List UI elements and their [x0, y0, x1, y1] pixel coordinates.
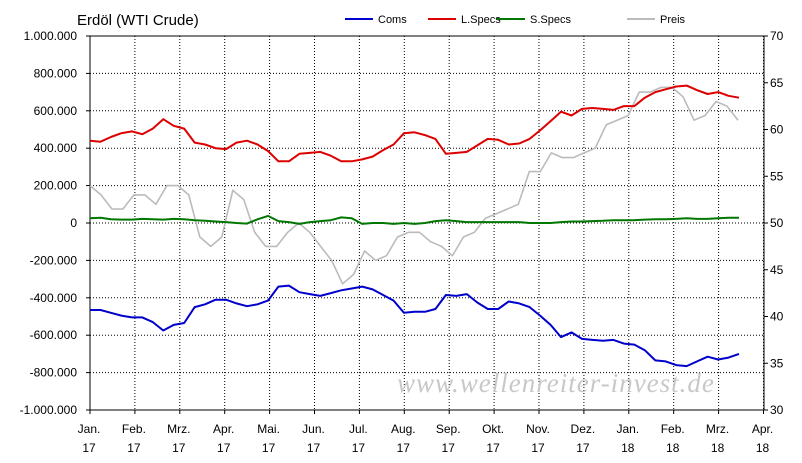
y-right-tick-label: 35 [770, 356, 784, 370]
y-left-tick-label: -600.000 [30, 328, 78, 342]
watermark: www.wellenreiter-invest.de [397, 368, 715, 398]
series-line-s-specs [89, 214, 739, 225]
y-left-tick-label: 1.000.000 [24, 29, 78, 43]
legend: Coms L.Specs S.Specs Preis [345, 14, 686, 26]
y-right-ticks: 70 65 60 55 50 45 40 35 30 [764, 29, 784, 417]
x-tick-year: 17 [82, 441, 96, 455]
x-tick-month: Sep. [436, 422, 461, 436]
y-right-tick-label: 30 [770, 403, 784, 417]
x-tick-month: Jan. [616, 422, 639, 436]
y-left-tick-label: -1.000.000 [20, 403, 78, 417]
x-tick-year: 17 [127, 441, 141, 455]
series-line-coms [90, 284, 740, 368]
series-line-l-specs [89, 84, 740, 163]
y-left-tick-label: 0 [70, 216, 77, 230]
y-left-tick-label: 800.000 [34, 66, 78, 80]
x-tick-year: 18 [756, 441, 770, 455]
x-tick-month: Jul. [349, 422, 368, 436]
y-left-tick-label: 600.000 [34, 104, 78, 118]
x-tick-year: 17 [307, 441, 321, 455]
x-tick-year: 18 [621, 441, 635, 455]
x-tick-month: Jan. [78, 422, 101, 436]
x-tick-year: 17 [486, 441, 500, 455]
series-lines [89, 84, 740, 368]
x-tick-month: Apr. [213, 422, 234, 436]
x-tick-month: Dez. [571, 422, 596, 436]
x-tick-month: Feb. [661, 422, 685, 436]
chart-title: Erdöl (WTI Crude) [77, 12, 199, 29]
x-tick-month: Nov. [526, 422, 550, 436]
y-left-tick-label: -800.000 [30, 366, 78, 380]
x-tick-year: 17 [262, 441, 276, 455]
legend-label: L.Specs [461, 14, 501, 26]
x-tick-month: Jun. [302, 422, 325, 436]
x-tick-year: 17 [576, 441, 590, 455]
x-tick-year: 18 [666, 441, 680, 455]
x-tick-year: 17 [217, 441, 231, 455]
y-right-tick-label: 40 [770, 310, 784, 324]
legend-label: S.Specs [530, 14, 571, 26]
x-tick-month: Okt. [482, 422, 504, 436]
x-tick-month: Mrz. [167, 422, 190, 436]
y-right-tick-label: 65 [770, 76, 784, 90]
series-line-preis [89, 86, 739, 285]
y-left-ticks: 1.000.000 800.000 600.000 400.000 200.000 0 -2… [20, 29, 90, 417]
y-left-tick-label: -400.000 [30, 291, 78, 305]
x-tick-year: 17 [172, 441, 186, 455]
x-tick-year: 17 [397, 441, 411, 455]
grid-lines [90, 36, 764, 410]
y-right-tick-label: 45 [770, 263, 784, 277]
x-tick-year: 17 [442, 441, 456, 455]
legend-label: Preis [660, 14, 686, 26]
y-right-tick-label: 50 [770, 216, 784, 230]
y-left-tick-label: 400.000 [34, 141, 78, 155]
x-tick-month: Mrz. [706, 422, 729, 436]
x-tick-year: 18 [711, 441, 725, 455]
y-left-tick-label: 200.000 [34, 179, 78, 193]
legend-label: Coms [378, 14, 407, 26]
x-tick-month: Feb. [122, 422, 146, 436]
y-right-tick-label: 60 [770, 123, 784, 137]
y-left-tick-label: -200.000 [30, 253, 78, 267]
x-tick-month: Apr. [752, 422, 773, 436]
x-tick-year: 17 [531, 441, 545, 455]
y-right-tick-label: 55 [770, 169, 784, 183]
x-tick-month: Aug. [391, 422, 416, 436]
x-tick-year: 17 [352, 441, 366, 455]
x-tick-month: Mai. [257, 422, 280, 436]
x-ticks: Jan. 17 Feb. 17 Mrz. 17 Apr. 17 Mai. 17 Jun. 17 Jul.… [78, 410, 773, 455]
y-right-tick-label: 70 [770, 29, 784, 43]
